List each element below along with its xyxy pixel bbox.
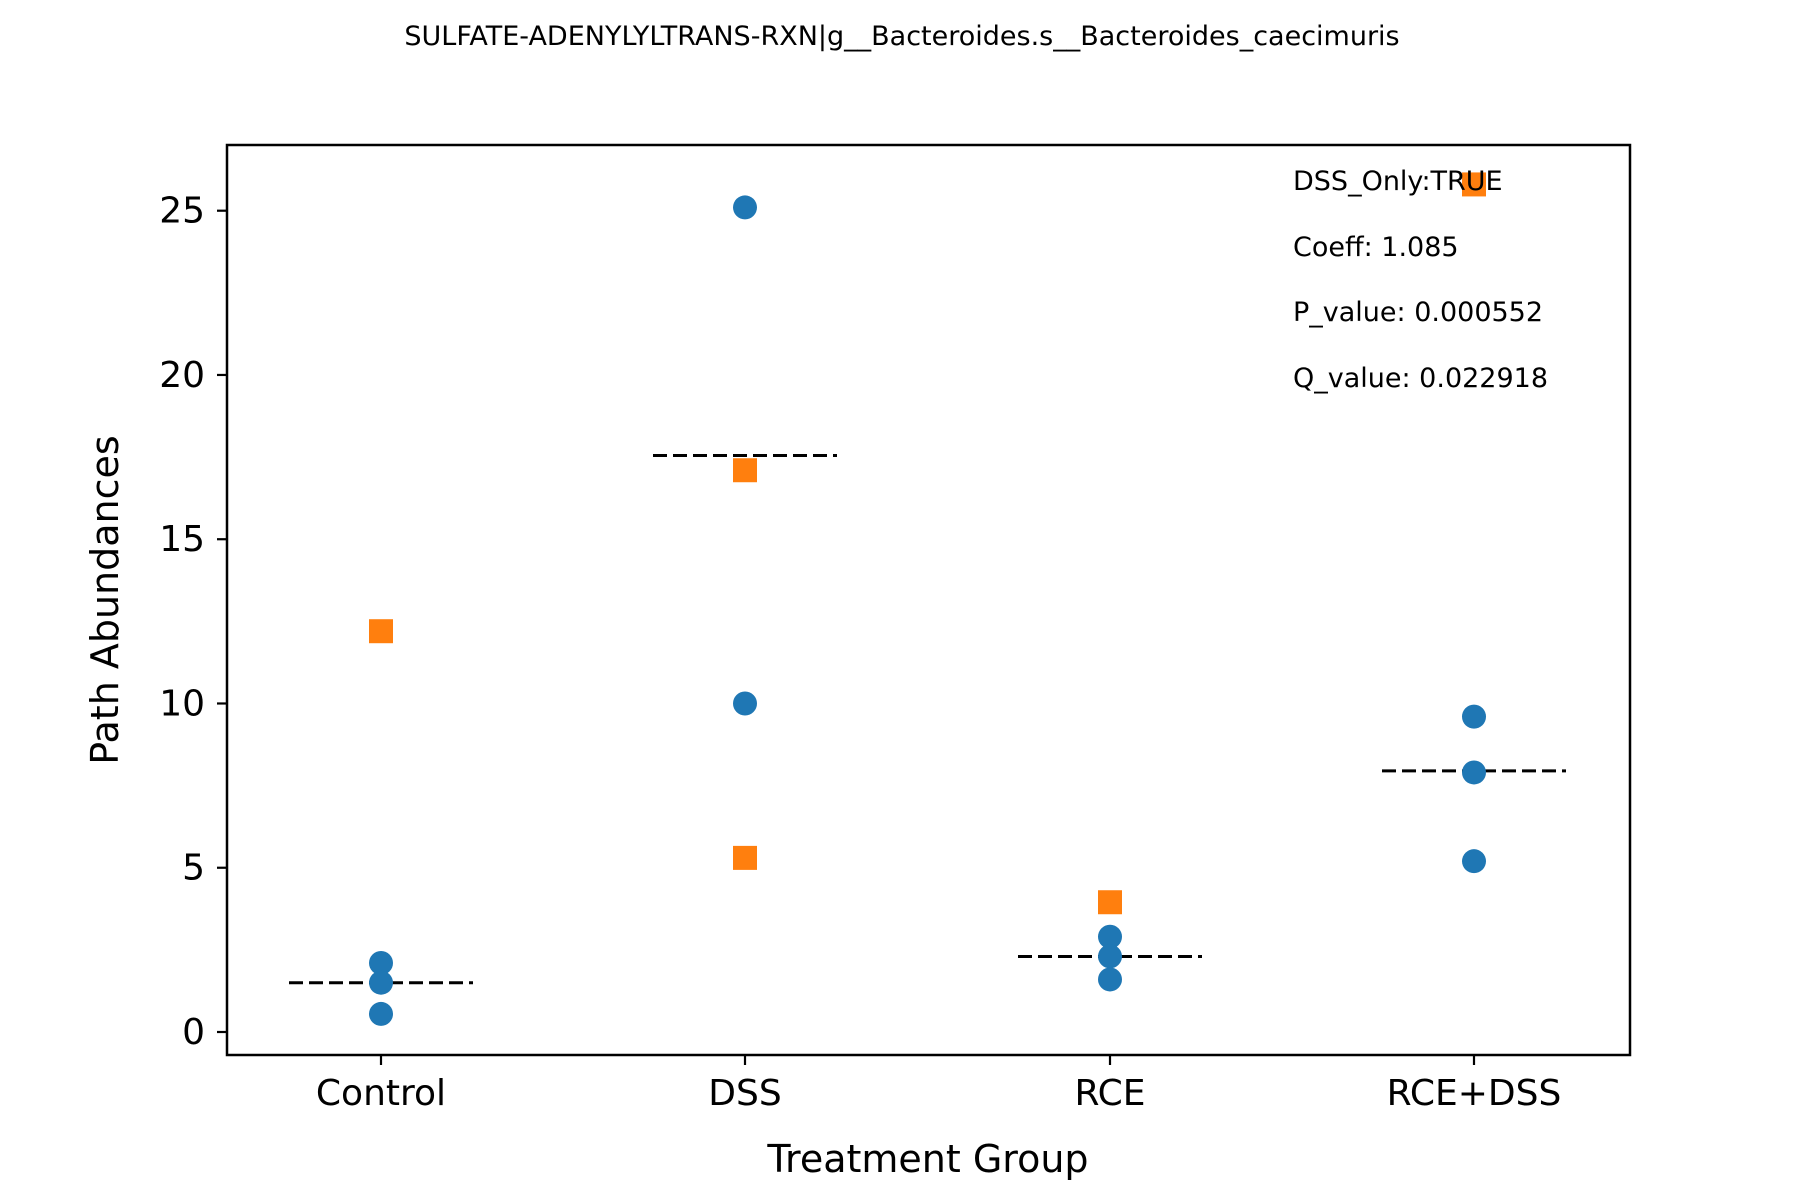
- square-point: [1098, 890, 1122, 915]
- square-point: [733, 458, 757, 483]
- y-tick-label: 15: [159, 519, 205, 560]
- circle-point: [1462, 760, 1486, 785]
- x-tick-label: RCE: [1074, 1073, 1145, 1114]
- circle-point: [369, 970, 393, 995]
- square-point: [1462, 172, 1486, 197]
- y-tick-label: 0: [182, 1012, 205, 1053]
- annotation-line: Q_value: 0.022918: [1293, 363, 1548, 394]
- x-tick-label: DSS: [708, 1073, 781, 1114]
- x-tick-label: Control: [316, 1073, 446, 1114]
- circle-point: [1098, 924, 1122, 949]
- circle-point: [1462, 849, 1486, 874]
- y-axis-label: Path Abundances: [83, 435, 127, 764]
- circle-point: [1098, 967, 1122, 992]
- circle-point: [1098, 944, 1122, 969]
- annotation-line: DSS_Only:TRUE: [1293, 166, 1503, 197]
- circle-point: [733, 691, 757, 716]
- y-axis: 0 5 10 15 20 25: [159, 191, 227, 1053]
- y-tick-label: 25: [159, 191, 205, 232]
- square-point: [733, 845, 757, 870]
- data-points: [369, 172, 1486, 1026]
- annotation-line: P_value: 0.000552: [1293, 297, 1543, 328]
- y-tick-label: 20: [159, 355, 205, 396]
- plot-frame: [225, 143, 1632, 1057]
- x-axis: Control DSS RCE RCE+DSS: [316, 1055, 1561, 1114]
- stats-annotations: DSS_Only:TRUE Coeff: 1.085 P_value: 0.0005…: [1293, 166, 1548, 394]
- circle-point: [1462, 704, 1486, 729]
- circle-point: [733, 195, 757, 220]
- x-axis-label: Treatment Group: [766, 1137, 1088, 1181]
- square-point: [369, 619, 393, 644]
- circle-point: [369, 1001, 393, 1026]
- group-mean-lines: [289, 453, 1566, 985]
- y-tick-label: 10: [159, 683, 205, 724]
- circle-point: [369, 951, 393, 976]
- x-tick-label: RCE+DSS: [1387, 1073, 1562, 1114]
- y-tick-label: 5: [182, 848, 205, 889]
- chart-title: SULFATE-ADENYLYLTRANS-RXN|g__Bacteroides…: [404, 21, 1399, 52]
- annotation-line: Coeff: 1.085: [1293, 232, 1459, 263]
